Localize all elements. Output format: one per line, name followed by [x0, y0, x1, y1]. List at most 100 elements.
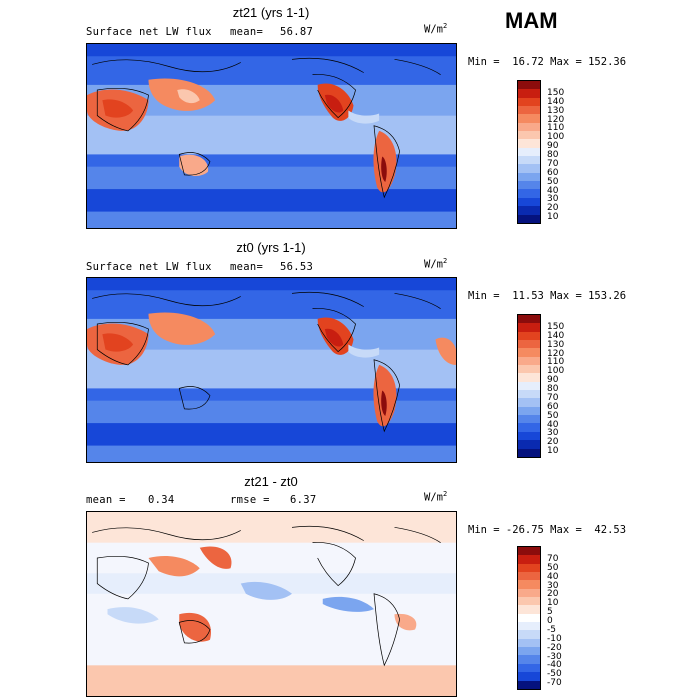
colorbar-segment — [518, 580, 540, 589]
panel-1-units: W/m2 — [424, 22, 448, 36]
colorbar-segment — [518, 448, 540, 457]
colorbar-segment — [518, 197, 540, 207]
colorbar-segment — [518, 638, 540, 648]
colorbar-segment — [518, 597, 540, 606]
panel-2-mean-label: mean= — [230, 261, 264, 273]
colorbar-segment — [518, 381, 540, 391]
colorbar-tick-label: 50 — [547, 562, 559, 573]
colorbar-segment — [518, 131, 540, 140]
panel-3-mean-label: mean = — [86, 494, 126, 506]
colorbar-segment — [518, 340, 540, 349]
colorbar-segment — [518, 431, 540, 441]
colorbar-tick-label: -70 — [547, 678, 562, 689]
colorbar-segment — [518, 365, 540, 374]
colorbar-segment — [518, 189, 540, 198]
colorbar-tick-label: 80 — [547, 384, 559, 394]
colorbar-segment — [518, 356, 540, 366]
colorbar-tick-label: -50 — [547, 669, 562, 680]
colorbar-tick-label: 20 — [547, 589, 559, 600]
colorbar-tick-label: 30 — [547, 194, 559, 205]
colorbar-segment — [518, 406, 540, 416]
panel-3-units: W/m2 — [424, 490, 448, 504]
panel-3-colorbar — [517, 546, 541, 690]
panel-1-map-plot — [87, 44, 456, 228]
colorbar-tick-label: 110 — [547, 123, 565, 134]
colorbar-segment — [518, 663, 540, 673]
colorbar-segment — [518, 547, 540, 556]
colorbar-tick-label: 70 — [547, 553, 559, 564]
colorbar-segment — [518, 613, 540, 623]
colorbar-segment — [518, 440, 540, 449]
colorbar-segment — [518, 172, 540, 182]
colorbar-tick-label: 10 — [547, 446, 559, 457]
colorbar-segment — [518, 164, 540, 173]
colorbar-tick-label: 5 — [547, 607, 553, 618]
panel-3-title: zt21 - zt0 — [244, 474, 298, 489]
panel-3-map — [86, 511, 457, 697]
colorbar-segment — [518, 147, 540, 157]
panel-2-units: W/m2 — [424, 257, 448, 271]
colorbar-tick-label: 0 — [547, 616, 553, 626]
colorbar-tick-label: -5 — [547, 624, 556, 635]
colorbar-tick-label: 50 — [547, 410, 559, 421]
colorbar-segment — [518, 680, 540, 689]
colorbar-segment — [518, 563, 540, 573]
panel-3-rmse-label: rmse = — [230, 494, 270, 506]
panel-3-map-plot — [87, 512, 456, 696]
colorbar-tick-label: 60 — [547, 401, 559, 412]
panel-1-colorbar — [517, 80, 541, 224]
colorbar-segment — [518, 605, 540, 614]
colorbar-tick-label: 150 — [547, 321, 565, 332]
panel-3-rmse-value: 6.37 — [290, 494, 317, 506]
panel-2-map-plot — [87, 278, 456, 462]
colorbar-tick-label: -40 — [547, 660, 562, 671]
panel-2-minmax: Min = 11.53 Max = 153.26 — [468, 290, 627, 302]
colorbar-segment — [518, 647, 540, 656]
colorbar-segment — [518, 81, 540, 90]
panel-1-mean-value: 56.87 — [280, 26, 314, 38]
colorbar-segment — [518, 655, 540, 664]
colorbar-segment — [518, 139, 540, 148]
panel-2-field-label: Surface net LW flux — [86, 261, 212, 273]
colorbar-tick-label: 70 — [547, 158, 559, 169]
panel-2-colorbar — [517, 314, 541, 458]
colorbar-segment — [518, 156, 540, 165]
colorbar-tick-label: 110 — [547, 357, 565, 368]
colorbar-tick-label: 100 — [547, 132, 565, 143]
colorbar-segment — [518, 572, 540, 581]
colorbar-tick-label: 100 — [547, 366, 565, 377]
colorbar-tick-label: 40 — [547, 571, 559, 582]
colorbar-tick-label: 70 — [547, 392, 559, 403]
panel-1-field-label: Surface net LW flux — [86, 26, 212, 38]
colorbar-segment — [518, 122, 540, 132]
colorbar-tick-label: 30 — [547, 428, 559, 439]
colorbar-tick-label: 130 — [547, 105, 565, 116]
colorbar-segment — [518, 390, 540, 399]
colorbar-tick-label: 120 — [547, 114, 565, 125]
colorbar-segment — [518, 398, 540, 407]
colorbar-segment — [518, 672, 540, 681]
colorbar-segment — [518, 630, 540, 639]
colorbar-segment — [518, 622, 540, 631]
colorbar-segment — [518, 423, 540, 432]
colorbar-tick-label: 40 — [547, 419, 559, 430]
colorbar-segment — [518, 373, 540, 382]
colorbar-tick-label: 80 — [547, 150, 559, 160]
panel-2-mean-value: 56.53 — [280, 261, 314, 273]
colorbar-tick-label: 90 — [547, 375, 559, 386]
colorbar-tick-label: 20 — [547, 203, 559, 214]
panel-1-minmax: Min = 16.72 Max = 152.36 — [468, 56, 627, 68]
panel-1-map — [86, 43, 457, 229]
colorbar-tick-label: 90 — [547, 141, 559, 152]
colorbar-tick-label: 120 — [547, 348, 565, 359]
colorbar-segment — [518, 89, 540, 98]
colorbar-tick-label: 50 — [547, 176, 559, 187]
colorbar-tick-label: -10 — [547, 633, 562, 644]
panel-2-title: zt0 (yrs 1-1) — [236, 240, 306, 255]
colorbar-segment — [518, 114, 540, 123]
colorbar-tick-label: 20 — [547, 437, 559, 448]
panel-1-title: zt21 (yrs 1-1) — [232, 5, 310, 20]
colorbar-segment — [518, 348, 540, 357]
colorbar-tick-label: 10 — [547, 598, 559, 609]
colorbar-tick-label: 60 — [547, 167, 559, 178]
